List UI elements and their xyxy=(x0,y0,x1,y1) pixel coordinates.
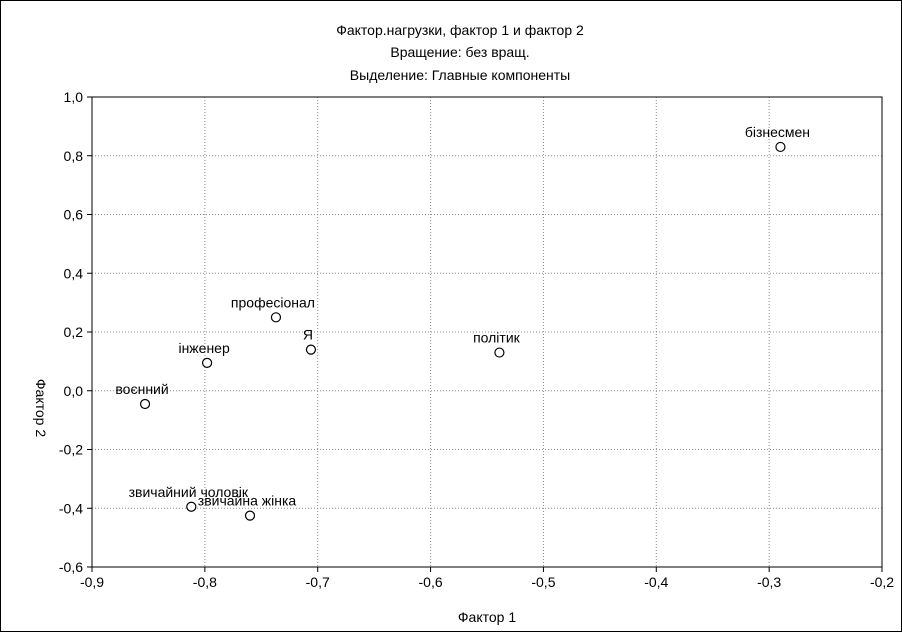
x-tick-label: -0,9 xyxy=(80,574,104,590)
y-tick-label: -0,6 xyxy=(59,559,83,575)
data-point-label: звичайна жінка xyxy=(198,493,297,509)
y-tick-label: 0,6 xyxy=(64,207,84,223)
data-point-label: бізнесмен xyxy=(745,124,810,140)
data-point-label: звичайний чоловік xyxy=(129,484,249,500)
y-tick-label: 1,0 xyxy=(64,89,84,105)
y-tick-label: -0,2 xyxy=(59,442,83,458)
x-tick-label: -0,3 xyxy=(757,574,781,590)
data-point xyxy=(305,344,317,355)
y-tick-label: 0,0 xyxy=(64,383,84,399)
data-point xyxy=(139,398,151,410)
y-tick-label: 0,8 xyxy=(64,148,84,164)
data-point xyxy=(270,312,282,323)
data-point-label: політик xyxy=(473,330,521,346)
x-axis-label: Фактор 1 xyxy=(458,609,516,625)
data-point xyxy=(494,347,505,358)
data-point-label: інженер xyxy=(178,340,230,356)
x-tick-label: -0,7 xyxy=(306,574,330,590)
x-tick-label: -0,5 xyxy=(531,574,555,590)
data-point xyxy=(244,510,256,521)
gridlines xyxy=(92,97,882,567)
data-point xyxy=(775,141,786,153)
data-point-label: воєнний xyxy=(115,381,168,397)
data-point-label: Я xyxy=(303,327,313,343)
data-points: бізнесмен професіонал Я політик інженер воєнн… xyxy=(115,124,810,521)
data-point xyxy=(202,357,213,368)
x-tick-label: -0,2 xyxy=(870,574,894,590)
chart-title: Фактор.нагрузки, фактор 1 и фактор 2 xyxy=(336,22,584,38)
x-tick-label: -0,6 xyxy=(419,574,443,590)
y-axis-label: Фактор 2 xyxy=(33,379,49,437)
data-point-label: професіонал xyxy=(231,294,315,310)
x-tick-label: -0,4 xyxy=(644,574,668,590)
x-tick-label: -0,8 xyxy=(193,574,217,590)
chart-subtitle-rotation: Вращение: без вращ. xyxy=(390,44,529,60)
y-tick-label: 0,4 xyxy=(64,265,84,281)
axis-ticks: -0,9 -0,8 -0,7 -0,6 -0,5 -0,4 -0,3 -0,2 1,0 0,8 0,… xyxy=(59,89,894,590)
data-point xyxy=(186,501,197,512)
y-tick-label: -0,4 xyxy=(59,500,83,516)
y-tick-label: 0,2 xyxy=(64,324,84,340)
chart-subtitle-extraction: Выделение: Главные компоненты xyxy=(350,67,570,83)
